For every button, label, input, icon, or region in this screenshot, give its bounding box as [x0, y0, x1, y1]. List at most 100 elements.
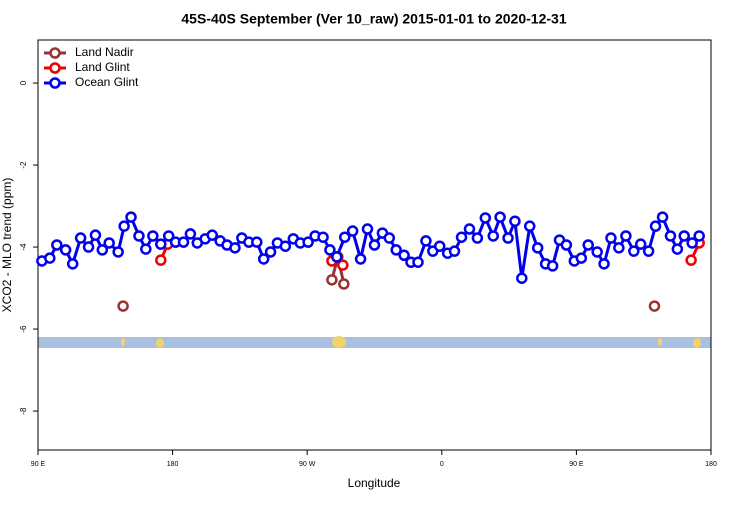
data-point: [494, 211, 506, 223]
data-point: [140, 243, 152, 255]
data-point: [89, 229, 102, 241]
data-point: [338, 278, 350, 290]
data-point: [96, 244, 109, 256]
data-point: [656, 211, 669, 223]
data-point: [487, 230, 499, 242]
data-point: [693, 230, 705, 242]
x-tick-label: 0: [440, 461, 444, 468]
data-point: [155, 238, 167, 250]
legend-label: Ocean Glint: [75, 75, 139, 89]
x-tick-label: 180: [167, 461, 179, 468]
chart-title: 45S-40S September (Ver 10_raw) 2015-01-0…: [181, 11, 566, 27]
data-point: [337, 259, 349, 271]
legend-marker: [49, 62, 61, 74]
data-point: [59, 244, 72, 256]
x-tick-label: 90 E: [569, 461, 584, 468]
data-point: [686, 237, 698, 249]
data-point: [502, 232, 514, 244]
data-point: [184, 228, 197, 240]
data-point: [338, 231, 351, 243]
data-point: [605, 232, 617, 244]
data-point: [251, 236, 263, 248]
data-point: [546, 260, 559, 272]
data-point: [354, 253, 367, 265]
data-point: [155, 254, 167, 266]
data-point: [317, 231, 329, 243]
data-point: [448, 245, 461, 257]
data-point: [118, 220, 130, 232]
data-point: [346, 225, 359, 237]
y-tick-label: 0: [19, 80, 28, 85]
legend-label: Land Glint: [75, 60, 130, 74]
data-point: [383, 232, 396, 244]
data-point: [412, 256, 424, 268]
data-point: [125, 211, 137, 223]
data-point: [326, 274, 338, 286]
data-point: [613, 242, 625, 254]
data-point: [66, 258, 79, 270]
x-axis-label: Longitude: [348, 476, 401, 490]
x-tick-label: 90 E: [31, 461, 46, 468]
y-tick-label: -4: [19, 243, 28, 251]
data-point: [479, 212, 492, 224]
data-point: [433, 240, 446, 252]
y-tick-label: -6: [19, 325, 28, 333]
data-point: [147, 230, 159, 242]
data-point: [257, 253, 270, 265]
data-point: [664, 230, 677, 242]
data-point: [531, 242, 544, 254]
data-point: [398, 249, 410, 261]
legend-label: Land Nadir: [75, 45, 134, 59]
data-point: [264, 246, 277, 258]
data-point: [390, 244, 402, 256]
data-point: [103, 237, 115, 249]
data-point: [455, 231, 468, 243]
data-point: [560, 239, 573, 251]
data-point: [117, 300, 129, 312]
legend-marker: [49, 47, 61, 59]
data-point: [82, 241, 95, 253]
data-point: [324, 244, 336, 256]
data-point: [471, 232, 484, 244]
y-tick-label: -8: [19, 407, 28, 415]
data-point: [678, 230, 690, 242]
data-point: [229, 242, 241, 254]
data-point: [591, 246, 603, 258]
data-point: [206, 229, 218, 241]
data-point: [598, 258, 610, 270]
y-axis-label: XCO2 - MLO trend (ppm): [0, 178, 14, 313]
data-point: [112, 246, 124, 258]
data-point: [279, 240, 292, 252]
data-point: [162, 230, 175, 242]
data-point: [582, 239, 594, 251]
data-point: [685, 254, 697, 266]
data-point: [628, 245, 640, 257]
data-point: [463, 223, 476, 235]
data-point: [620, 230, 632, 242]
plot-frame: [37, 39, 712, 451]
data-point: [648, 300, 661, 312]
data-point: [509, 215, 521, 227]
data-point: [523, 220, 536, 232]
data-point: [133, 230, 145, 242]
data-point: [51, 239, 63, 251]
data-point: [642, 245, 655, 257]
legend-marker: [49, 77, 61, 89]
data-point: [368, 239, 381, 251]
data-point: [302, 236, 314, 248]
data-point: [516, 272, 528, 284]
surface-strip: [38, 336, 711, 348]
data-point: [177, 236, 190, 248]
data-point: [671, 243, 684, 255]
data-point: [575, 252, 588, 264]
data-point: [649, 220, 662, 232]
data-point: [74, 232, 87, 244]
data-point: [44, 252, 56, 264]
data-point: [331, 251, 343, 263]
x-tick-label: 180: [705, 461, 717, 468]
data-point: [420, 235, 432, 247]
y-tick-label: -2: [19, 161, 28, 169]
data-point: [361, 223, 374, 235]
x-tick-label: 90 W: [299, 461, 316, 468]
